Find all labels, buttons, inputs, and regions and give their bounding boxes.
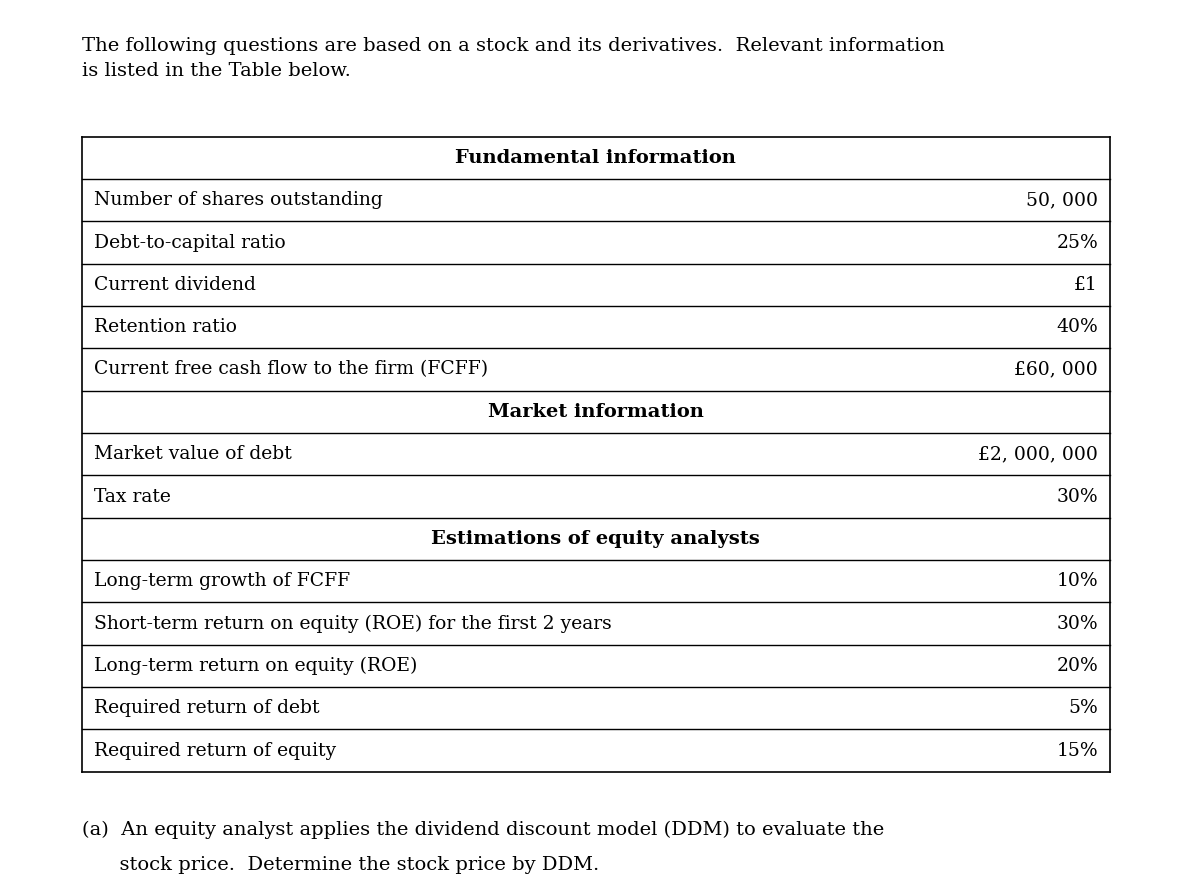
Text: 10%: 10%: [1056, 572, 1098, 590]
Text: Number of shares outstanding: Number of shares outstanding: [94, 191, 383, 209]
Text: 30%: 30%: [1056, 488, 1098, 505]
Text: Current dividend: Current dividend: [94, 276, 256, 294]
Text: 30%: 30%: [1056, 615, 1098, 632]
Text: is listed in the Table below.: is listed in the Table below.: [82, 62, 350, 79]
Text: The following questions are based on a stock and its derivatives.  Relevant info: The following questions are based on a s…: [82, 37, 944, 55]
Text: Current free cash flow to the firm (FCFF): Current free cash flow to the firm (FCFF…: [94, 361, 487, 378]
Text: Short-term return on equity (ROE) for the first 2 years: Short-term return on equity (ROE) for th…: [94, 615, 611, 632]
Text: Estimations of equity analysts: Estimations of equity analysts: [432, 530, 760, 548]
Text: (a)  An equity analyst applies the dividend discount model (DDM) to evaluate the: (a) An equity analyst applies the divide…: [82, 820, 884, 839]
Text: Long-term growth of FCFF: Long-term growth of FCFF: [94, 572, 349, 590]
Text: 20%: 20%: [1056, 657, 1098, 675]
Text: Market value of debt: Market value of debt: [94, 445, 292, 463]
Text: 25%: 25%: [1056, 234, 1098, 251]
Text: 50, 000: 50, 000: [1026, 191, 1098, 209]
Text: Debt-to-capital ratio: Debt-to-capital ratio: [94, 234, 286, 251]
Text: Required return of debt: Required return of debt: [94, 699, 319, 717]
Text: £60, 000: £60, 000: [1014, 361, 1098, 378]
Text: £1: £1: [1074, 276, 1098, 294]
Text: 15%: 15%: [1056, 742, 1098, 759]
Text: £2, 000, 000: £2, 000, 000: [978, 445, 1098, 463]
Text: 40%: 40%: [1056, 318, 1098, 336]
Text: Market information: Market information: [488, 403, 703, 421]
Text: Retention ratio: Retention ratio: [94, 318, 236, 336]
Text: Fundamental information: Fundamental information: [455, 149, 737, 167]
Text: stock price.  Determine the stock price by DDM.: stock price. Determine the stock price b…: [82, 856, 599, 873]
Text: Long-term return on equity (ROE): Long-term return on equity (ROE): [94, 657, 416, 675]
Text: Required return of equity: Required return of equity: [94, 742, 336, 759]
Text: Tax rate: Tax rate: [94, 488, 170, 505]
Text: 5%: 5%: [1068, 699, 1098, 717]
